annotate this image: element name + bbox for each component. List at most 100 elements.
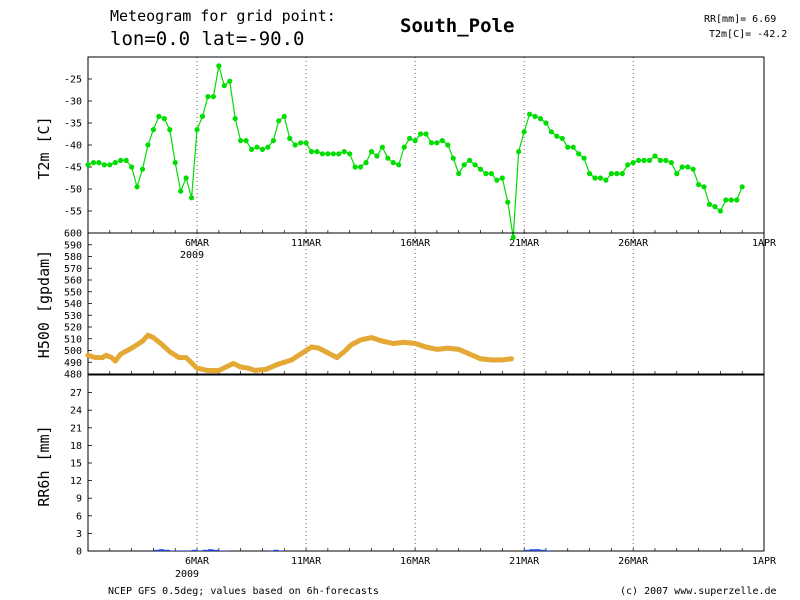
t2m-point [625, 162, 631, 168]
t2m-xtick-label: 21MAR [509, 238, 540, 249]
t2m-point [390, 160, 396, 166]
t2m-ytick-label: -35 [64, 119, 82, 130]
t2m-point [90, 160, 97, 166]
t2m-xtick-label: 16MAR [400, 238, 431, 249]
rr6h-xtick-label: 11MAR [291, 556, 322, 567]
h500-ytick-label: 600 [64, 229, 82, 240]
t2m-ytick-label: -40 [64, 141, 82, 152]
t2m-point [139, 166, 146, 172]
t2m-point [107, 162, 113, 168]
t2m-point [674, 171, 680, 177]
t2m-axis-label: T2m [C] [35, 116, 53, 179]
t2m-point [630, 160, 636, 166]
t2m-point [723, 197, 729, 203]
t2m-point [417, 131, 424, 137]
h500-ytick-label: 500 [64, 346, 82, 357]
t2m-point [559, 135, 565, 141]
h500-ytick-label: 510 [64, 334, 82, 345]
rr6h-bar [153, 549, 159, 551]
rr6h-bar [180, 550, 187, 551]
t2m-ytick-label: -55 [64, 207, 82, 218]
t2m-point [586, 171, 593, 177]
t2m-point [216, 63, 222, 69]
h500-ytick-label: 520 [64, 323, 82, 334]
t2m-point [734, 197, 740, 203]
rr6h-ytick-label: 21 [70, 423, 82, 434]
h500-ytick-label: 570 [64, 264, 82, 275]
location-title: South_Pole [400, 15, 514, 37]
h500-ytick-label: 550 [64, 287, 82, 298]
t2m-point [129, 164, 135, 170]
t2m-point [510, 234, 516, 240]
t2m-point [477, 166, 484, 172]
t2m-point [85, 162, 91, 168]
t2m-point [581, 155, 587, 161]
t2m-point [450, 155, 456, 161]
rr6h-bar [186, 550, 192, 551]
t2m-point [657, 157, 664, 163]
t2m-point [636, 157, 642, 163]
t2m-point [172, 160, 178, 166]
t2m-point [396, 162, 402, 168]
t2m-point [292, 142, 298, 148]
rr6h-frame [87, 374, 765, 552]
t2m-point [467, 157, 473, 163]
t2m-point [178, 188, 184, 194]
rr6h-bar [267, 550, 274, 551]
t2m-point [221, 83, 227, 89]
t2m-point [576, 151, 582, 157]
t2m-point [287, 135, 293, 141]
t2m-point [379, 144, 385, 150]
rr6h-bar [278, 550, 285, 551]
t2m-frame [87, 56, 765, 234]
t2m-point [96, 160, 102, 166]
t2m-point [701, 184, 707, 190]
t2m-point [516, 149, 522, 155]
t2m-point [319, 151, 326, 157]
rr6h-ytick-label: 0 [76, 547, 82, 558]
t2m-point [685, 164, 691, 170]
t2m-point [374, 153, 380, 159]
rr-total-readout: RR[mm]= 6.69 [704, 14, 776, 25]
t2m-point [663, 157, 669, 163]
t2m-point [445, 142, 451, 148]
t2m-point [543, 120, 549, 126]
t2m-point [619, 171, 625, 177]
footer-source: NCEP GFS 0.5deg; values based on 6h-fore… [108, 586, 379, 597]
t2m-point [695, 182, 702, 188]
t2m-ytick-label: -45 [64, 163, 82, 174]
year-label-top: 2009 [180, 250, 204, 261]
rr6h-ytick-label: 12 [70, 476, 82, 487]
header-title: Meteogram for grid point: [110, 7, 336, 25]
t2m-point [728, 197, 734, 203]
t2m-point [603, 177, 609, 183]
t2m-point [205, 94, 211, 100]
header-coordinates: lon=0.0 lat=-90.0 [110, 28, 304, 50]
t2m-point [499, 175, 505, 181]
rr6h-bar [202, 549, 208, 551]
t2m-point [210, 94, 216, 100]
t2m-point [232, 116, 238, 122]
t2m-point [521, 129, 527, 135]
t2m-point [270, 138, 276, 144]
rr6h-xtick-label: 6MAR [185, 556, 210, 567]
t2m-point [401, 144, 407, 150]
t2m-point [456, 171, 462, 177]
rr6h-bar [158, 549, 165, 551]
t2m-point [259, 146, 266, 152]
t2m-point [314, 149, 320, 155]
t2m-point [325, 151, 331, 157]
rr6h-ytick-label: 15 [70, 459, 82, 470]
t2m-point [112, 160, 118, 166]
t2m-xtick-label: 6MAR [185, 238, 210, 249]
t2m-point [461, 162, 467, 168]
t2m-point [565, 144, 571, 150]
h500-ytick-label: 560 [64, 276, 82, 287]
t2m-point [238, 138, 244, 144]
t2m-panel: -55 -50 -45 -40 -35 -30 -25 6MAR 11MAR 16MAR 21MAR… [64, 56, 777, 249]
rr6h-xtick-label: 1APR [752, 556, 777, 567]
h500-point [508, 356, 515, 362]
h500-ytick-label: 490 [64, 358, 82, 369]
rr6h-bar [197, 550, 203, 551]
